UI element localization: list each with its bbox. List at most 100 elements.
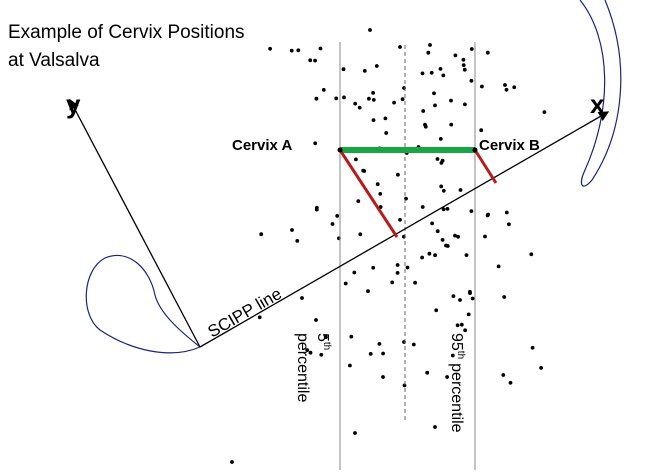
dot: [469, 209, 474, 214]
dot: [290, 228, 294, 232]
dot: [426, 50, 431, 55]
dot: [461, 57, 466, 62]
dot: [413, 280, 417, 285]
dot: [321, 88, 326, 92]
dot: [438, 137, 443, 141]
dot: [470, 296, 475, 301]
dot: [433, 103, 437, 108]
dot: [342, 95, 346, 100]
dot: [289, 48, 294, 53]
dot: [348, 363, 352, 368]
title-line: at Valsalva: [8, 50, 100, 71]
cervix-a-point: [337, 147, 343, 153]
dot: [512, 85, 517, 90]
dot: [464, 253, 469, 257]
dot: [357, 105, 362, 110]
dot: [501, 373, 506, 377]
dot: [435, 157, 440, 161]
dot: [374, 64, 379, 68]
dot: [390, 280, 395, 285]
dot: [425, 370, 430, 375]
dot: [313, 141, 318, 146]
dot: [529, 252, 534, 257]
dot: [530, 345, 535, 350]
dot: [480, 84, 484, 89]
dot: [300, 296, 304, 300]
dot: [257, 315, 262, 320]
dot: [441, 207, 446, 212]
dot: [384, 131, 389, 135]
dot: [445, 375, 449, 379]
number: 95: [448, 333, 465, 351]
dot: [462, 67, 467, 72]
dot: [366, 289, 370, 294]
dot: [368, 28, 372, 32]
dot: [440, 158, 445, 163]
dot: [371, 118, 376, 122]
dot: [420, 255, 424, 260]
dot: [396, 172, 400, 177]
dot: [398, 45, 402, 49]
dot: [371, 98, 376, 102]
dot: [352, 270, 357, 275]
cervix-a-label: Cervix A: [232, 137, 292, 154]
dot: [453, 233, 457, 238]
dot: [466, 312, 471, 317]
word: percentile: [294, 333, 311, 402]
word: percentile: [448, 363, 465, 432]
percentile-95-label: 95th percentile: [448, 333, 466, 433]
dot: [433, 425, 437, 429]
dot: [230, 460, 234, 464]
dot: [308, 58, 313, 63]
dot: [507, 222, 511, 227]
dot: [313, 58, 317, 63]
dot: [428, 43, 432, 47]
dot: [423, 124, 428, 129]
dot: [268, 46, 272, 51]
suffix: th: [455, 351, 466, 359]
dot: [362, 169, 367, 173]
y-axis: [69, 98, 201, 348]
dot: [450, 353, 455, 358]
dot: [479, 128, 484, 133]
dot: [445, 207, 450, 211]
dot: [502, 295, 507, 299]
dot: [456, 234, 460, 239]
dot: [421, 109, 426, 113]
dot: [433, 253, 437, 258]
dot: [432, 91, 436, 96]
dots: [230, 28, 547, 464]
dot: [335, 214, 340, 218]
dot: [319, 352, 324, 357]
dot: [459, 322, 464, 327]
dot: [411, 342, 416, 347]
dot: [343, 281, 348, 286]
dot: [259, 232, 264, 237]
dot: [468, 291, 472, 295]
dot: [508, 380, 513, 385]
dot: [485, 50, 490, 55]
dot: [381, 375, 385, 379]
dot: [368, 352, 373, 356]
dot: [439, 184, 444, 189]
dot: [438, 67, 443, 71]
dot: [308, 350, 313, 355]
dot: [449, 122, 454, 127]
cervix-b-projection: [473, 149, 498, 184]
dot: [375, 182, 380, 187]
dot: [420, 205, 425, 209]
dot: [378, 192, 383, 196]
dot: [429, 70, 434, 75]
dot: [463, 328, 467, 333]
dot: [358, 232, 363, 237]
dot: [314, 205, 319, 210]
dot: [430, 221, 434, 226]
y-axis-label: y: [66, 89, 81, 119]
dot: [451, 294, 456, 298]
dot: [455, 323, 460, 328]
dot: [503, 83, 507, 87]
dot: [367, 96, 371, 101]
dot: [458, 298, 462, 302]
dot: [323, 335, 328, 339]
dot: [314, 318, 318, 322]
